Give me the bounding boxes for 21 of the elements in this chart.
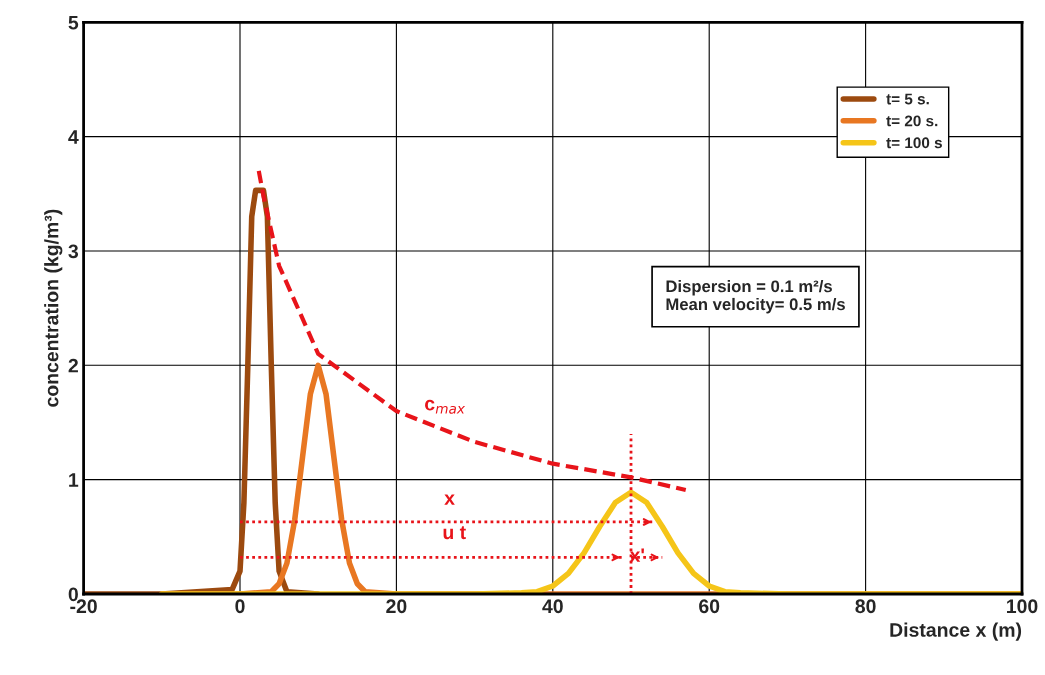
legend-label: t= 20 s. — [886, 115, 938, 127]
y-tick-label: 4 — [68, 130, 79, 144]
y-tick-label: 1 — [69, 473, 79, 487]
y-tick-label: 2 — [68, 358, 78, 373]
y-axis-title: concentration (kg/m³) — [44, 209, 63, 407]
annotation: u t — [443, 526, 466, 540]
y-tick-label: 3 — [68, 244, 79, 259]
x-tick-label: 60 — [699, 599, 720, 614]
x-tick-label: 100 — [1007, 599, 1038, 614]
annotation: x' — [629, 548, 644, 562]
x-tick-label: 20 — [386, 599, 407, 614]
legend-label: t= 5 s. — [886, 93, 929, 105]
annotation: c$_{max}$ — [425, 399, 466, 414]
x-tick-label: 80 — [855, 599, 876, 614]
y-tick-label: 5 — [68, 15, 79, 30]
x-tick-label: 0 — [235, 599, 245, 614]
x-axis-title: Distance x (m) — [890, 622, 1022, 641]
x-tick-label: 40 — [542, 599, 563, 614]
annotation: x — [444, 494, 455, 505]
legend-label: t= 100 s — [886, 137, 942, 149]
annotation: Dispersion = 0.1 m²/s Mean velocity= 0.5 m/s — [666, 279, 845, 314]
